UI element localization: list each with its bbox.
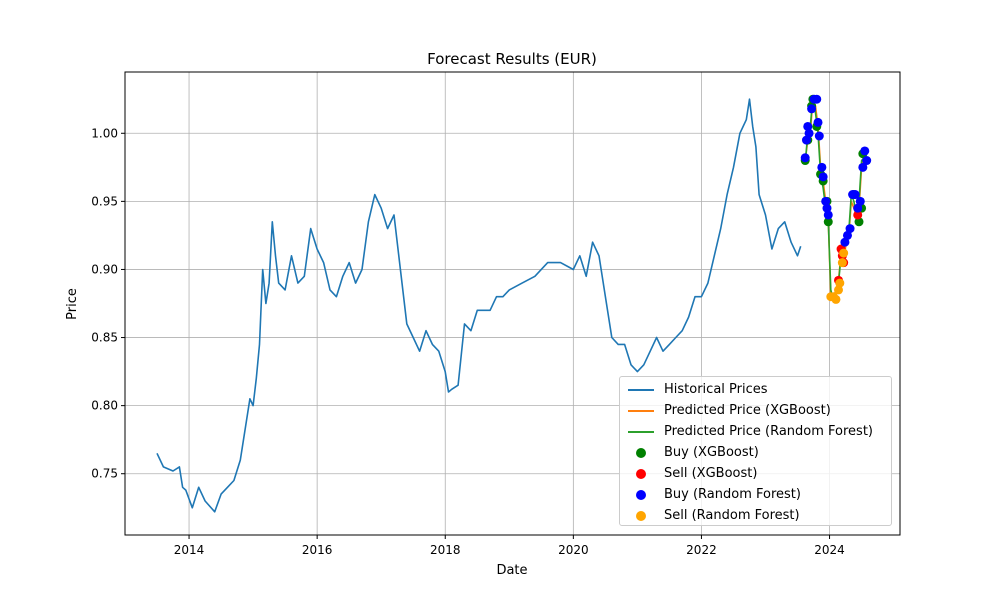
legend-item-buy-xgboost: Buy (XGBoost) <box>626 442 885 463</box>
legend-item-sell-random-forest: Sell (Random Forest) <box>626 505 885 526</box>
point-buy-random-forest <box>807 104 817 114</box>
point-buy-random-forest <box>804 128 814 138</box>
point-buy-random-forest <box>823 210 833 220</box>
legend-swatch-sell-random-forest <box>626 510 656 522</box>
point-sell-random-forest <box>835 278 845 288</box>
legend-swatch-sell-xgboost <box>626 468 656 480</box>
point-buy-random-forest <box>860 146 870 156</box>
y-tick-label: 0.90 <box>91 262 118 276</box>
x-tick-label: 2020 <box>558 543 589 557</box>
point-buy-random-forest <box>840 237 850 247</box>
point-buy-xgboost <box>854 217 864 227</box>
grid-lines <box>125 72 900 535</box>
point-buy-random-forest <box>818 172 828 182</box>
x-tick-label: 2022 <box>686 543 717 557</box>
point-buy-random-forest <box>821 196 831 206</box>
y-tick-label: 1.00 <box>91 126 118 140</box>
x-axis: 2014 2016 2018 2020 2022 2024 <box>174 535 845 557</box>
legend-label-buy-random-forest: Buy (Random Forest) <box>664 487 801 502</box>
series-layer <box>156 94 872 513</box>
point-sell-random-forest <box>839 248 849 258</box>
legend-swatch-historical <box>626 384 656 396</box>
point-buy-random-forest <box>855 196 865 206</box>
point-sell-random-forest <box>834 285 844 295</box>
y-tick-label: 0.85 <box>91 331 118 345</box>
legend-label-sell-random-forest: Sell (Random Forest) <box>664 508 800 523</box>
point-buy-random-forest <box>812 94 822 104</box>
point-sell-xgboost <box>853 210 863 220</box>
point-buy-random-forest <box>845 224 855 234</box>
point-buy-random-forest <box>801 135 811 145</box>
plot-frame <box>124 71 901 536</box>
series-line-historical-prices <box>156 98 802 513</box>
point-buy-random-forest <box>850 190 860 200</box>
legend-label-sell-xgboost: Sell (XGBoost) <box>664 466 758 481</box>
x-tick-label: 2016 <box>302 543 333 557</box>
legend-label-random-forest: Predicted Price (Random Forest) <box>664 424 873 439</box>
legend-swatch-xgboost <box>626 405 656 417</box>
chart-legend: Historical Prices Predicted Price (XGBoo… <box>619 376 892 526</box>
legend-item-xgboost: Predicted Price (XGBoost) <box>626 400 885 421</box>
point-buy-random-forest <box>800 153 810 163</box>
legend-item-random-forest: Predicted Price (Random Forest) <box>626 421 885 442</box>
point-buy-random-forest <box>862 156 872 166</box>
legend-item-historical: Historical Prices <box>626 379 885 400</box>
y-tick-label: 0.75 <box>91 467 118 481</box>
point-buy-xgboost <box>823 217 833 227</box>
legend-label-historical: Historical Prices <box>664 382 768 397</box>
y-axis: 0.75 0.80 0.85 0.90 0.95 1.00 <box>91 126 125 481</box>
x-tick-label: 2024 <box>814 543 845 557</box>
point-buy-random-forest <box>803 121 813 131</box>
point-buy-random-forest <box>858 162 868 172</box>
point-buy-random-forest <box>822 203 832 213</box>
legend-label-xgboost: Predicted Price (XGBoost) <box>664 403 831 418</box>
y-axis-label: Price <box>65 288 80 320</box>
x-tick-label: 2018 <box>430 543 461 557</box>
point-buy-random-forest <box>813 117 823 127</box>
point-buy-random-forest <box>814 131 824 141</box>
legend-swatch-buy-random-forest <box>626 489 656 501</box>
y-tick-label: 0.80 <box>91 399 118 413</box>
point-buy-random-forest <box>842 230 852 240</box>
x-tick-label: 2014 <box>174 543 205 557</box>
legend-label-buy-xgboost: Buy (XGBoost) <box>664 445 759 460</box>
legend-item-buy-random-forest: Buy (Random Forest) <box>626 484 885 505</box>
legend-swatch-random-forest <box>626 426 656 438</box>
point-buy-random-forest <box>853 203 863 213</box>
y-tick-label: 0.95 <box>91 194 118 208</box>
legend-swatch-buy-xgboost <box>626 447 656 459</box>
point-buy-random-forest <box>817 162 827 172</box>
point-sell-random-forest <box>831 294 841 304</box>
chart-title: Forecast Results (EUR) <box>427 50 597 68</box>
point-sell-random-forest <box>837 258 847 268</box>
legend-item-sell-xgboost: Sell (XGBoost) <box>626 463 885 484</box>
x-axis-label: Date <box>496 563 527 578</box>
